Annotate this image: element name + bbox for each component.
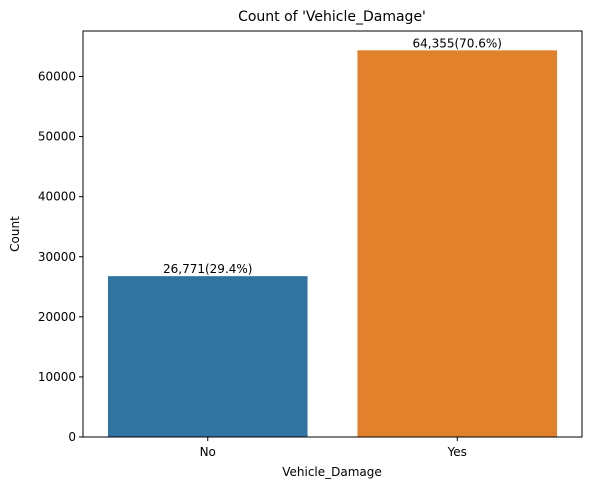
data-label-no: 26,771(29.4%) [163,262,252,276]
y-tick-label-60000: 60000 [38,70,76,84]
plot-area: 0 10000 20000 30000 40000 50000 60000 No Yes 26… [38,30,583,459]
x-tick-label-yes: Yes [447,445,467,459]
y-tick-label-50000: 50000 [38,130,76,144]
x-axis-label: Vehicle_Damage [282,465,382,479]
y-tick-label-0: 0 [68,430,76,444]
data-labels: 26,771(29.4%) 64,355(70.6%) [163,36,502,276]
bar-no [107,276,308,437]
x-axis: No Yes [200,437,467,459]
y-axis: 0 10000 20000 30000 40000 50000 60000 [38,70,83,444]
x-tick-label-no: No [200,445,216,459]
y-tick-label-10000: 10000 [38,370,76,384]
bars [107,50,558,437]
y-tick-label-40000: 40000 [38,190,76,204]
y-tick-label-30000: 30000 [38,250,76,264]
y-axis-label: Count [8,216,22,252]
bar-yes [357,50,558,437]
y-tick-label-20000: 20000 [38,310,76,324]
plot-frame [82,30,583,438]
chart-title: Count of 'Vehicle_Damage' [238,9,426,25]
data-label-yes: 64,355(70.6%) [413,36,502,50]
